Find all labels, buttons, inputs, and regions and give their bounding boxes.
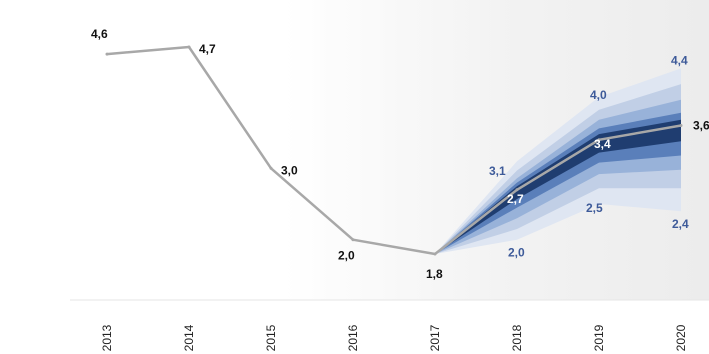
data-label: 3,1 <box>489 164 506 178</box>
data-point <box>187 45 191 49</box>
x-tick-label: 2013 <box>100 324 114 351</box>
data-point <box>597 138 601 142</box>
x-tick-label: 2018 <box>510 324 524 351</box>
data-label: 2,4 <box>672 217 689 231</box>
data-point <box>433 252 437 256</box>
data-label: 4,6 <box>91 27 108 41</box>
series-line <box>105 45 683 256</box>
x-tick-label: 2019 <box>592 324 606 351</box>
data-label: 4,4 <box>671 53 688 67</box>
data-label: 2,7 <box>507 192 524 206</box>
data-label: 2,5 <box>586 201 603 215</box>
data-label: 4,7 <box>199 42 216 56</box>
data-label: 2,0 <box>338 249 355 263</box>
fan-band-5 <box>435 119 681 254</box>
x-tick-label: 2014 <box>182 324 196 351</box>
data-point <box>515 188 519 192</box>
data-point <box>105 52 109 56</box>
data-label: 2,0 <box>508 246 525 260</box>
x-tick-label: 2015 <box>264 324 278 351</box>
data-label: 3,0 <box>281 163 298 177</box>
data-label: 3,6 <box>693 119 709 133</box>
data-point <box>351 238 355 242</box>
data-label: 3,4 <box>594 137 611 151</box>
data-point <box>269 166 273 170</box>
x-tick-label: 2020 <box>674 324 688 351</box>
x-tick-label: 2017 <box>428 324 442 351</box>
x-tick-label: 2016 <box>346 324 360 351</box>
data-point <box>679 124 683 127</box>
data-label: 1,8 <box>426 267 443 281</box>
data-label: 4,0 <box>590 88 607 102</box>
